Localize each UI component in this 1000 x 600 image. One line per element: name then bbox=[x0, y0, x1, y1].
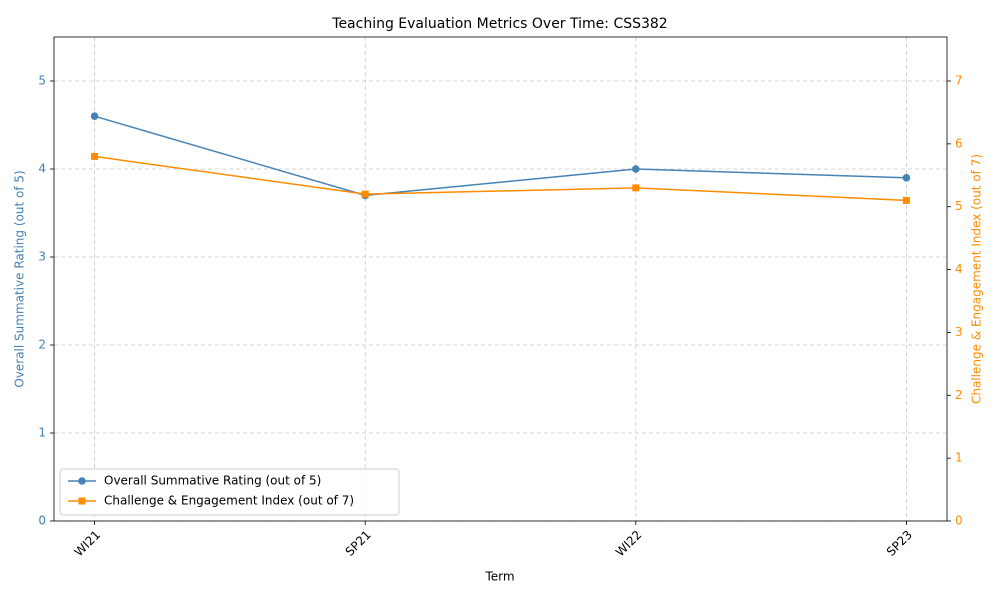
point bbox=[902, 196, 910, 204]
legend-marker bbox=[78, 477, 86, 485]
point bbox=[361, 190, 369, 198]
line bbox=[94, 155, 907, 202]
y-tick-label: 3 bbox=[38, 250, 46, 264]
y2-tick-label: 3 bbox=[955, 325, 963, 339]
x-tick-label: SP21 bbox=[343, 528, 374, 559]
y-axis-label: Overall Summative Rating (out of 5) bbox=[13, 170, 27, 387]
legend-label: Overall Summative Rating (out of 5) bbox=[104, 474, 321, 488]
y-tick-label: 5 bbox=[38, 74, 46, 88]
x-axis-label: Term bbox=[484, 570, 514, 584]
y-tick-label: 2 bbox=[38, 338, 46, 352]
y2-tick-label: 6 bbox=[955, 136, 963, 150]
point bbox=[632, 184, 640, 192]
x-tick-label: WI22 bbox=[613, 528, 645, 560]
y2-tick-label: 1 bbox=[955, 451, 963, 465]
point bbox=[90, 112, 99, 120]
plot-frame bbox=[53, 36, 948, 522]
x-tick-label: SP23 bbox=[884, 528, 915, 559]
y2-tick-label: 0 bbox=[955, 514, 963, 528]
y2-tick-label: 7 bbox=[955, 74, 963, 88]
line bbox=[94, 115, 907, 197]
legend-box bbox=[59, 468, 400, 516]
point bbox=[91, 152, 99, 160]
x-tick-label: WI21 bbox=[72, 528, 104, 560]
y-tick-label: 1 bbox=[38, 426, 46, 440]
y2-axis-label: Challenge & Engagement Index (out of 7) bbox=[970, 154, 984, 404]
y2-tick-label: 2 bbox=[955, 388, 963, 402]
legend-marker bbox=[78, 497, 86, 505]
legend-label: Challenge & Engagement Index (out of 7) bbox=[104, 494, 354, 508]
y2-tick-label: 5 bbox=[955, 199, 963, 213]
y2-tick-label: 4 bbox=[955, 262, 963, 276]
point bbox=[632, 165, 640, 173]
chart-title: Teaching Evaluation Metrics Over Time: C… bbox=[331, 16, 667, 32]
y-tick-label: 4 bbox=[38, 162, 46, 176]
y-tick-label: 0 bbox=[38, 514, 46, 528]
point bbox=[902, 174, 911, 182]
